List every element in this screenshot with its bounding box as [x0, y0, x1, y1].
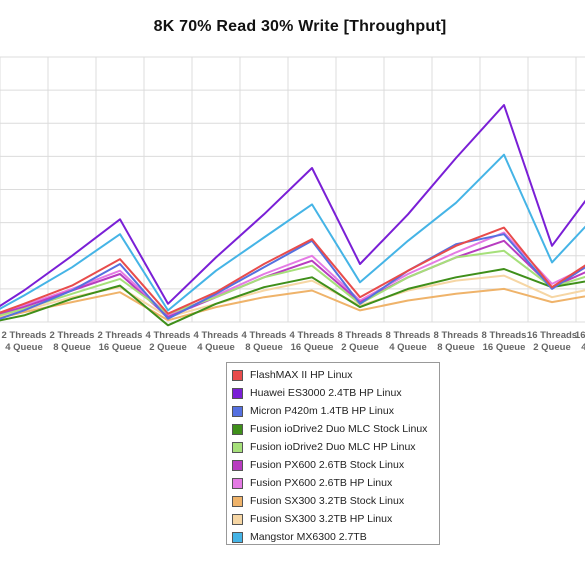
x-tick-label: 2 Threads 16 Queue	[98, 330, 143, 353]
legend-item-4: Fusion ioDrive2 Duo MLC Stock Linux	[232, 420, 439, 438]
series-line-6	[0, 239, 585, 318]
legend-item-7: Fusion PX600 2.6TB HP Linux	[232, 474, 439, 492]
legend-item-2: Huawei ES3000 2.4TB HP Linux	[232, 384, 439, 402]
x-tick-label: 8 Threads 2 Queue	[338, 330, 383, 353]
legend: FlashMAX II HP Linux Huawei ES3000 2.4TB …	[226, 362, 440, 545]
legend-label: Micron P420m 1.4TB HP Linux	[250, 405, 394, 417]
x-tick-label: 4 Threads 4 Queue	[194, 330, 239, 353]
x-tick-label: 2 Threads 8 Queue	[50, 330, 95, 353]
legend-label: Fusion PX600 2.6TB Stock Linux	[250, 459, 405, 471]
legend-item-3: Micron P420m 1.4TB HP Linux	[232, 402, 439, 420]
legend-item-8: Fusion SX300 3.2TB Stock Linux	[232, 492, 439, 510]
legend-swatch	[232, 477, 243, 489]
legend-item-1: FlashMAX II HP Linux	[232, 366, 439, 384]
legend-swatch	[232, 513, 243, 525]
legend-swatch	[232, 423, 243, 435]
series-line-9	[0, 274, 585, 318]
x-tick-label: 8 Threads 16 Queue	[482, 330, 527, 353]
legend-label: Fusion ioDrive2 Duo MLC HP Linux	[250, 441, 416, 453]
x-tick-label: 4 Threads 2 Queue	[146, 330, 191, 353]
legend-label: Mangstor MX6300 2.7TB	[250, 531, 367, 543]
x-tick-label: 4 Threads 16 Queue	[290, 330, 335, 353]
legend-item-5: Fusion ioDrive2 Duo MLC HP Linux	[232, 438, 439, 456]
series-line-5	[0, 249, 585, 317]
legend-label: Fusion PX600 2.6TB HP Linux	[250, 477, 393, 489]
x-tick-label: 8 Threads 4 Queue	[386, 330, 431, 353]
legend-swatch	[232, 531, 243, 543]
chart-title: 8K 70% Read 30% Write [Throughput]	[153, 18, 447, 35]
legend-swatch	[232, 441, 243, 453]
legend-swatch	[232, 495, 243, 507]
legend-label: Fusion ioDrive2 Duo MLC Stock Linux	[250, 423, 428, 435]
legend-item-9: Fusion SX300 3.2TB HP Linux	[232, 510, 439, 528]
x-tick-label: 16 Threads 2 Queue	[527, 330, 577, 353]
legend-swatch	[232, 387, 243, 399]
series-line-8	[0, 287, 585, 322]
series-line-3	[0, 233, 585, 320]
legend-item-10: Mangstor MX6300 2.7TB	[232, 528, 439, 546]
series-line-1	[0, 226, 585, 315]
legend-label: Fusion SX300 3.2TB HP Linux	[250, 513, 393, 525]
legend-swatch	[232, 459, 243, 471]
legend-label: FlashMAX II HP Linux	[250, 369, 353, 381]
legend-swatch	[232, 405, 243, 417]
legend-swatch	[232, 369, 243, 381]
legend-item-6: Fusion PX600 2.6TB Stock Linux	[232, 456, 439, 474]
legend-label: Fusion SX300 3.2TB Stock Linux	[250, 495, 405, 507]
series-line-4	[0, 268, 585, 327]
x-tick-label: 2 Threads 4 Queue	[2, 330, 47, 353]
series-line-2	[0, 104, 585, 308]
series-lines	[0, 104, 585, 327]
x-tick-label: 8 Threads 8 Queue	[434, 330, 479, 353]
legend-label: Huawei ES3000 2.4TB HP Linux	[250, 387, 402, 399]
x-tick-label: 4 Threads 8 Queue	[242, 330, 287, 353]
series-line-10	[0, 153, 585, 312]
